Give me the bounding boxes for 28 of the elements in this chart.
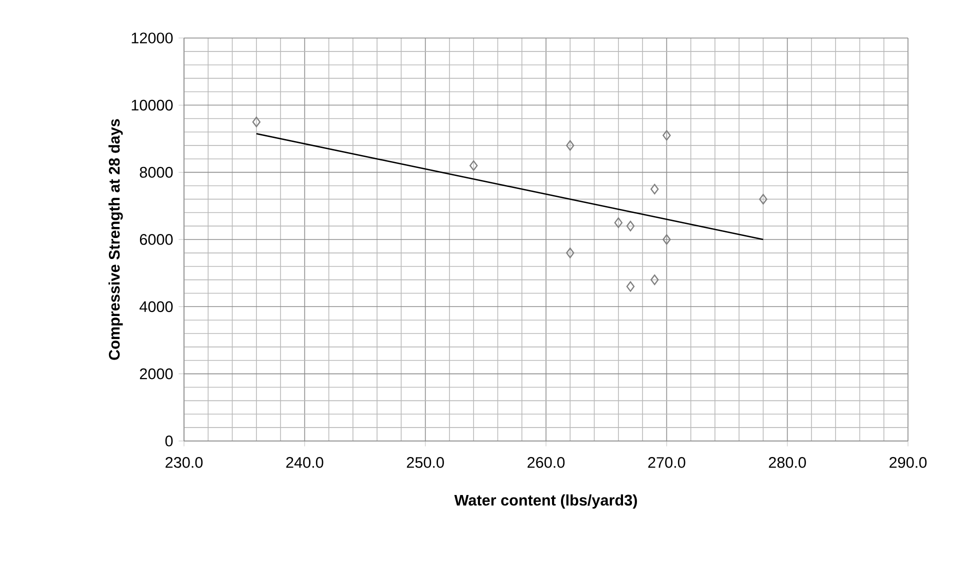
- point: [470, 160, 478, 171]
- point: [662, 234, 671, 245]
- point: [566, 140, 574, 151]
- x-tick-label: 240.0: [286, 457, 324, 468]
- x-tick-label: 280.0: [768, 457, 806, 468]
- point: [650, 274, 659, 286]
- point: [566, 248, 574, 258]
- point: [252, 116, 261, 128]
- y-tick-label: 6000: [140, 234, 173, 245]
- x-tick-label: 250.0: [406, 457, 444, 468]
- y-tick-label: 4000: [140, 301, 173, 312]
- y-tick-label: 2000: [140, 368, 173, 380]
- point: [759, 194, 768, 204]
- x-tick-label: 290.0: [890, 457, 927, 468]
- y-tick-label: 0: [165, 436, 173, 446]
- x-tick-label: 270.0: [648, 457, 686, 468]
- x-axis-title: Water content (lbs/yard3): [454, 494, 637, 509]
- point: [614, 217, 623, 228]
- point: [626, 281, 635, 292]
- x-tick-label: 260.0: [528, 457, 565, 468]
- point: [626, 220, 635, 232]
- y-tick-label: 10000: [132, 100, 173, 111]
- y-axis-title: Compressive Strength at 28 days: [108, 119, 123, 360]
- point: [650, 184, 659, 194]
- y-tick-label: 8000: [140, 166, 173, 178]
- y-tick-label: 12000: [132, 32, 173, 44]
- x-tick-label: 230.0: [166, 457, 203, 468]
- point: [662, 130, 671, 141]
